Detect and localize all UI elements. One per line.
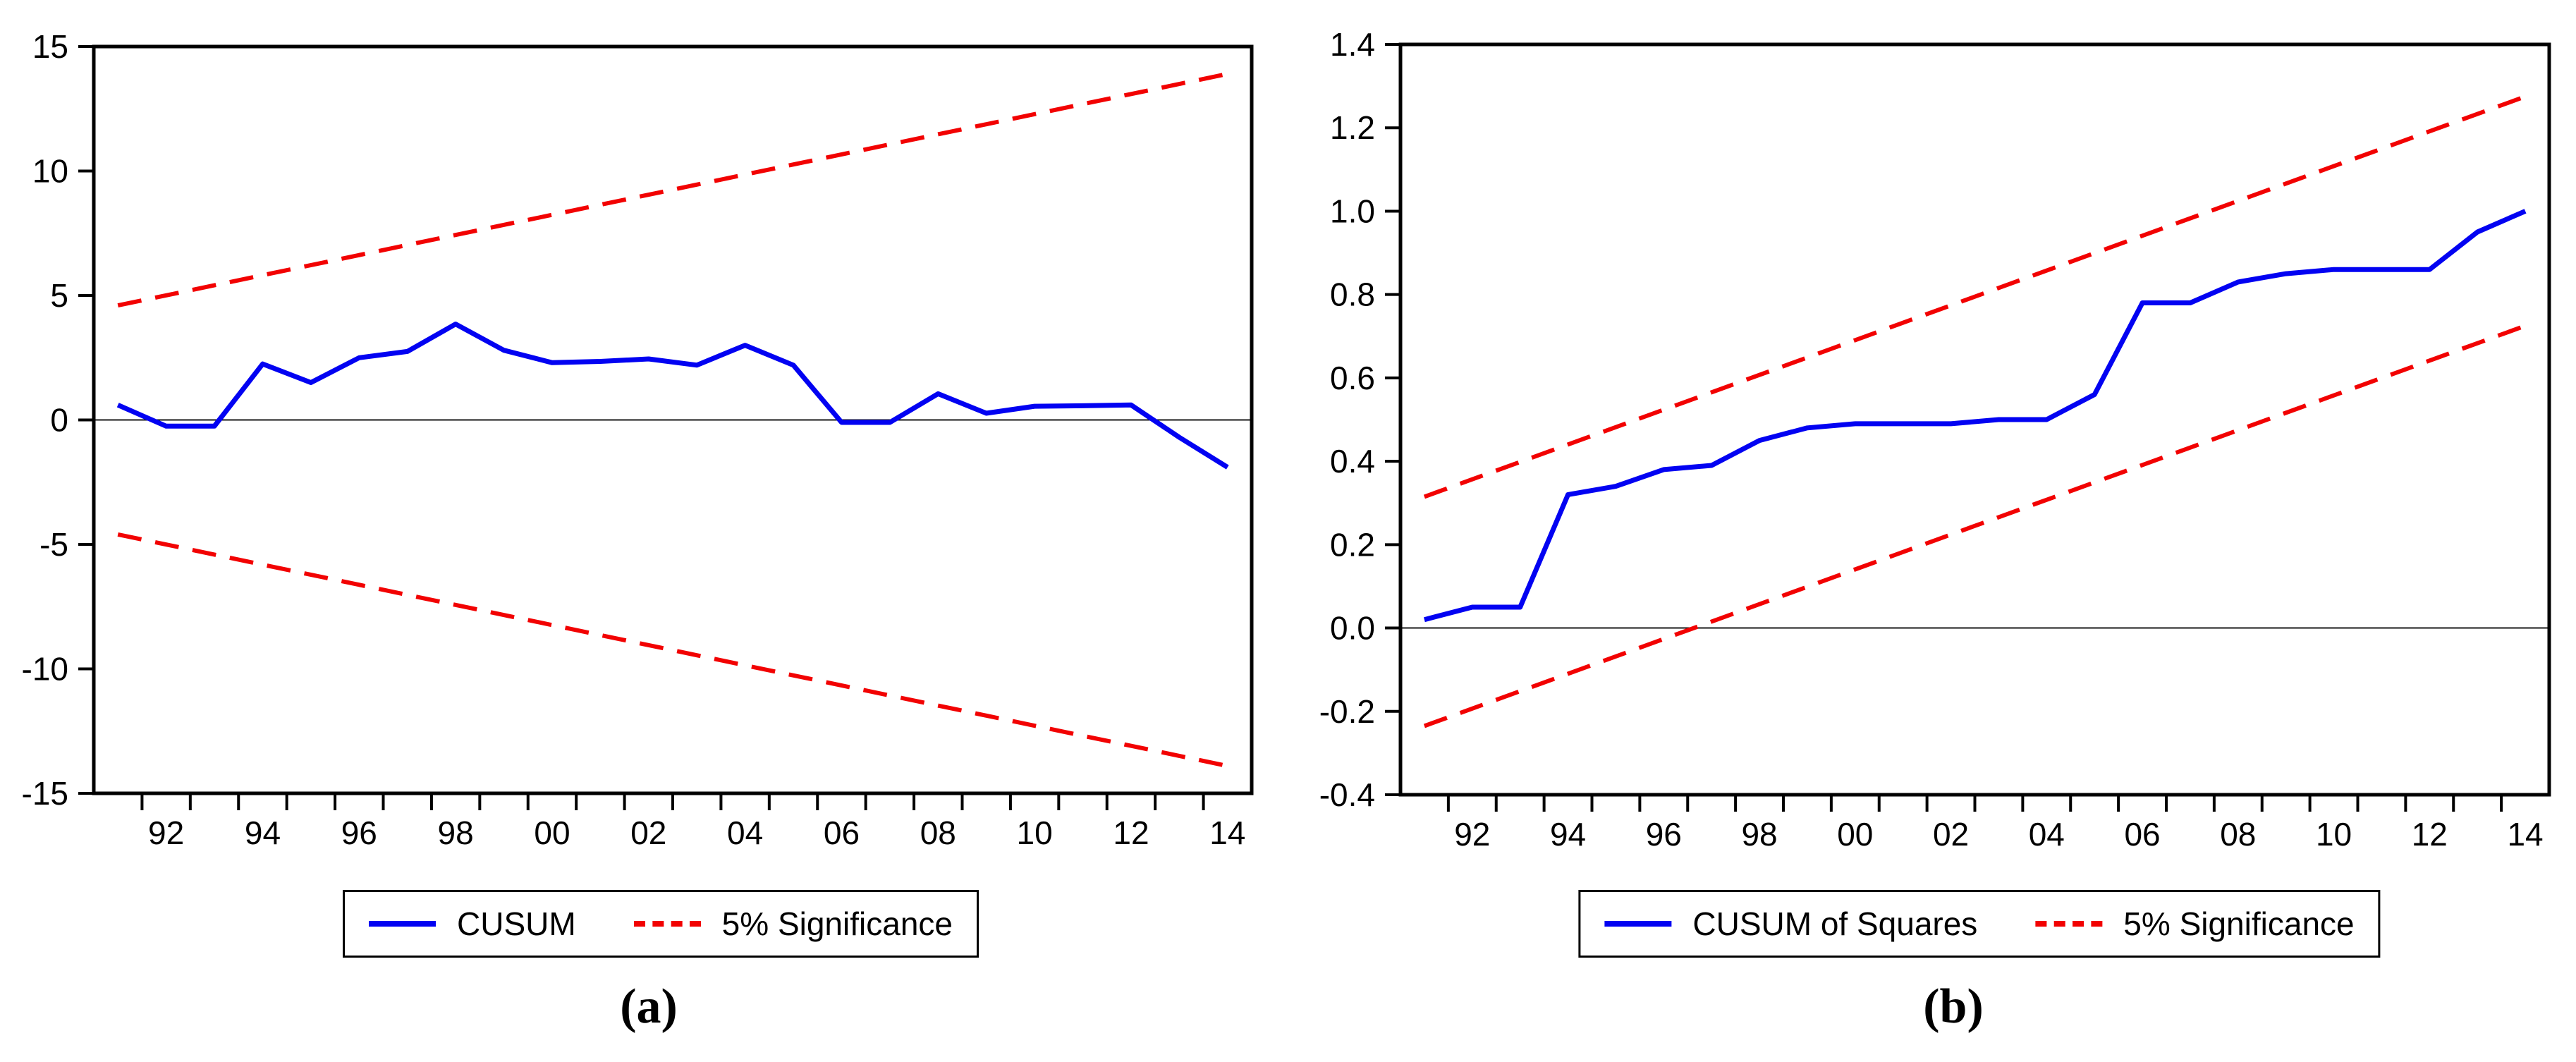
- x-tick-label: 08: [920, 814, 956, 851]
- x-tick-label: 94: [245, 814, 281, 851]
- y-tick-label: -5: [39, 526, 68, 563]
- x-tick-label: 02: [1933, 816, 1969, 853]
- cusumsq-line-sample: [1604, 921, 1672, 927]
- y-tick-label: 0.8: [1330, 276, 1375, 313]
- x-tick-label: 94: [1550, 816, 1586, 853]
- y-tick-label: 0.2: [1330, 526, 1375, 563]
- x-tick-label: 96: [1646, 816, 1682, 853]
- series-5-significance-upper-: [1423, 94, 2527, 499]
- series-5-significance-upper-: [117, 71, 1228, 308]
- y-tick-label: 5: [50, 277, 68, 314]
- x-tick-label: 92: [148, 814, 184, 851]
- chart-b: 1.4 1.2 1.0 0.8 0.6 0.4 0.2 0.0 -0.2 -0.4 92 94 96 98…: [1319, 26, 2551, 853]
- y-tick-label: -0.4: [1319, 776, 1375, 813]
- x-axis-a: 92 94 96 98 00 02 04 06 08 10 12 14: [140, 793, 1245, 851]
- x-tick-label: 02: [630, 814, 666, 851]
- chart-a: 15 10 5 0 -5 -10 -15 92 94 96 98 00 02 04 06 08 10 12 14: [22, 28, 1254, 851]
- x-tick-label: 98: [438, 814, 474, 851]
- legend-label-cusumsq: CUSUM of Squares: [1692, 905, 1978, 942]
- x-tick-label: 08: [2220, 816, 2256, 853]
- x-tick-label: 06: [2124, 816, 2160, 853]
- legend-a: CUSUM 5% Significance: [343, 890, 979, 958]
- y-tick-label: 1.2: [1330, 109, 1375, 146]
- x-tick-label: 14: [2507, 816, 2543, 853]
- x-tick-label: 00: [534, 814, 570, 851]
- y-tick-label: -10: [22, 651, 68, 688]
- x-tick-label: 96: [341, 814, 377, 851]
- x-tick-label: 04: [727, 814, 763, 851]
- y-tick-label: 1.0: [1330, 193, 1375, 229]
- x-tick-label: 10: [2316, 816, 2352, 853]
- y-tick-label: 0.4: [1330, 443, 1375, 480]
- y-axis-a: 15 10 5 0 -5 -10 -15: [22, 28, 94, 812]
- x-tick-label: 04: [2029, 816, 2065, 853]
- legend-label-significance-a: 5% Significance: [721, 905, 953, 942]
- x-tick-label: 12: [1113, 814, 1149, 851]
- y-tick-label: -15: [22, 775, 68, 812]
- y-tick-label: 1.4: [1330, 26, 1375, 63]
- y-tick-label: 0.0: [1330, 610, 1375, 647]
- x-axis-b: 92 94 96 98 00 02 04 06 08 10 12 14: [1446, 795, 2544, 853]
- cusum-line-sample: [369, 921, 437, 927]
- y-tick-label: 0: [50, 402, 68, 439]
- x-tick-label: 06: [824, 814, 860, 851]
- legend-b: CUSUM of Squares 5% Significance: [1578, 890, 2381, 958]
- series-cusum-of-squares: [1424, 209, 2527, 623]
- y-tick-label: 15: [32, 28, 68, 65]
- legend-label-significance-b: 5% Significance: [2123, 905, 2355, 942]
- series-5-significance-lower-: [1423, 324, 2527, 728]
- x-tick-label: 92: [1454, 816, 1490, 853]
- significance-line-sample-a: [633, 921, 701, 927]
- x-tick-label: 00: [1837, 816, 1873, 853]
- x-tick-label: 98: [1741, 816, 1777, 853]
- series-5-significance-lower-: [117, 532, 1228, 769]
- y-tick-label: -0.2: [1319, 693, 1375, 730]
- x-tick-label: 14: [1209, 814, 1245, 851]
- caption-b: (b): [1923, 979, 1984, 1034]
- y-axis-b: 1.4 1.2 1.0 0.8 0.6 0.4 0.2 0.0 -0.2 -0.4: [1319, 26, 1400, 813]
- x-tick-label: 12: [2412, 816, 2448, 853]
- caption-a: (a): [620, 979, 678, 1034]
- series-cusum: [116, 322, 1229, 470]
- x-tick-label: 10: [1017, 814, 1053, 851]
- y-tick-label: 10: [32, 153, 68, 190]
- legend-label-cusum: CUSUM: [457, 905, 576, 942]
- y-tick-label: 0.6: [1330, 360, 1375, 396]
- significance-line-sample-b: [2035, 921, 2103, 927]
